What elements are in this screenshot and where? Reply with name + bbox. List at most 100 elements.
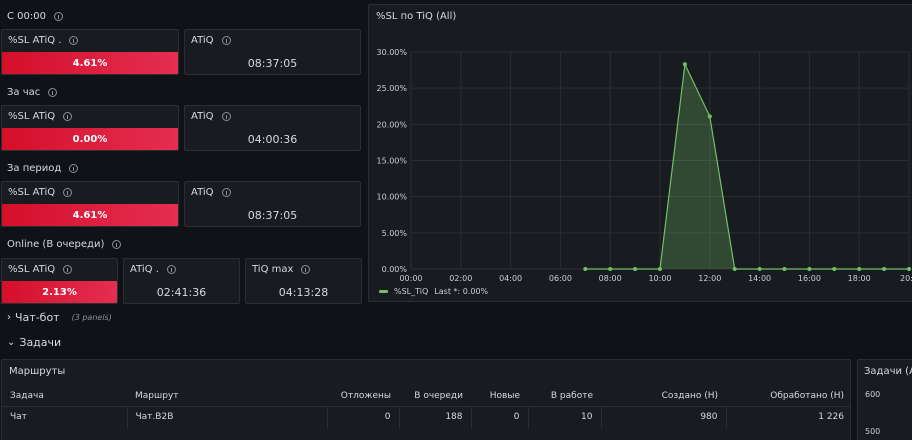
x-tick-label: 02:00 bbox=[449, 274, 472, 283]
y-tick-label: 600 bbox=[865, 390, 881, 399]
x-tick-label: 20:0 bbox=[900, 274, 912, 283]
row-toggle-tasks[interactable]: ⌄ Задачи bbox=[7, 336, 61, 349]
info-icon[interactable] bbox=[301, 265, 311, 274]
data-point[interactable] bbox=[682, 62, 687, 67]
info-icon[interactable] bbox=[63, 265, 73, 274]
info-icon[interactable] bbox=[112, 240, 122, 249]
sl-tiq-chart: 00:00 02:00 04:00 06:00 08:00 10:00 12:00 14:00… bbox=[376, 48, 912, 283]
x-tick-label: 04:00 bbox=[499, 274, 522, 283]
table-header-row: Задача Маршрут Отложены В очереди Новые … bbox=[2, 386, 850, 406]
data-point[interactable] bbox=[807, 267, 812, 271]
y-tick-label: 15.00% bbox=[376, 157, 407, 166]
table-cell: 0 bbox=[470, 405, 528, 428]
x-tick-label: 10:00 bbox=[648, 274, 671, 283]
sl-atiq-stat-panel: %SL ATiQ . 4.61% bbox=[1, 29, 179, 75]
data-point[interactable] bbox=[732, 267, 737, 271]
atiq-value: 04:00:36 bbox=[247, 133, 298, 146]
column-header[interactable]: Отложены bbox=[340, 390, 391, 401]
x-tick-label: 06:00 bbox=[549, 274, 572, 283]
table-cell: Чат bbox=[2, 405, 127, 428]
column-header[interactable]: В работе bbox=[550, 390, 593, 401]
data-point[interactable] bbox=[857, 267, 862, 271]
column-header[interactable]: Создано (Н) bbox=[661, 390, 718, 401]
atiq-value: 08:37:05 bbox=[247, 209, 298, 222]
panel-title: TiQ max bbox=[252, 264, 294, 275]
atiq-stat-panel: ATiQ 08:37:05 bbox=[184, 29, 361, 75]
x-tick-label: 08:00 bbox=[599, 274, 622, 283]
x-tick-label: 00:00 bbox=[399, 274, 422, 283]
data-point[interactable] bbox=[608, 267, 613, 271]
info-icon[interactable] bbox=[221, 112, 231, 121]
y-tick-label: 0.00% bbox=[382, 265, 408, 274]
legend-last-value: Last *: 0.00% bbox=[434, 287, 489, 296]
legend-series-name: %SL_TiQ bbox=[394, 287, 429, 296]
info-icon[interactable] bbox=[63, 188, 73, 197]
info-icon[interactable] bbox=[69, 36, 79, 45]
data-point[interactable] bbox=[583, 267, 588, 271]
data-point[interactable] bbox=[633, 267, 638, 271]
info-icon[interactable] bbox=[221, 36, 231, 45]
atiq-value: 02:41:36 bbox=[156, 286, 207, 299]
sl-value: 0.00% bbox=[2, 128, 178, 150]
panel-title: %SL ATiQ bbox=[8, 111, 56, 122]
section-title-per-hour: За час bbox=[7, 87, 58, 98]
table-cell: 1 226 bbox=[725, 405, 850, 428]
info-icon[interactable] bbox=[69, 164, 79, 173]
y-tick-label: 20.00% bbox=[376, 120, 407, 129]
info-icon[interactable] bbox=[221, 188, 231, 197]
panel-title: %SL ATiQ bbox=[8, 264, 56, 275]
row-title: Задачи bbox=[19, 336, 62, 349]
row-toggle-chat-bot[interactable]: › Чат-бот (3 panels) bbox=[7, 311, 112, 324]
data-point[interactable] bbox=[832, 267, 837, 271]
x-tick-label: 14:00 bbox=[748, 274, 771, 283]
panel-title: ATiQ bbox=[191, 187, 214, 198]
info-icon[interactable] bbox=[63, 112, 73, 121]
series-line[interactable] bbox=[585, 62, 909, 270]
series-area bbox=[585, 64, 909, 269]
data-point[interactable] bbox=[882, 267, 887, 271]
sl-atiq-stat-panel: %SL ATiQ 2.13% bbox=[1, 258, 118, 304]
data-point[interactable] bbox=[907, 267, 911, 271]
legend-swatch bbox=[379, 290, 388, 293]
data-point[interactable] bbox=[707, 114, 712, 119]
sl-atiq-stat-panel: %SL ATiQ 0.00% bbox=[1, 105, 179, 151]
data-point[interactable] bbox=[757, 267, 762, 271]
chart-panel-title: %SL по TiQ (All) bbox=[376, 11, 457, 22]
data-point[interactable] bbox=[658, 267, 662, 271]
sl-value: 2.13% bbox=[2, 281, 117, 303]
table-cell: 980 bbox=[600, 405, 726, 428]
y-tick-label: 10.00% bbox=[376, 193, 407, 202]
x-tick-label: 16:00 bbox=[798, 274, 821, 283]
y-tick-label: 30.00% bbox=[376, 48, 407, 57]
chart-legend[interactable]: %SL_TiQ Last *: 0.00% bbox=[379, 287, 488, 296]
info-icon[interactable] bbox=[53, 12, 63, 21]
tiq-max-value: 04:13:28 bbox=[278, 286, 329, 299]
data-point[interactable] bbox=[782, 267, 787, 271]
column-header[interactable]: В очереди bbox=[414, 390, 463, 401]
x-tick-label: 12:00 bbox=[698, 274, 721, 283]
panel-title: %SL ATiQ . bbox=[8, 35, 62, 46]
row-panel-count: (3 panels) bbox=[71, 313, 112, 322]
panel-title: Задачи (Al bbox=[864, 366, 912, 377]
tasks-side-panel: Задачи (Al 600 500 bbox=[857, 359, 912, 440]
column-header[interactable]: Обработано (Н) bbox=[770, 390, 844, 401]
y-tick-label: 25.00% bbox=[376, 84, 407, 93]
chevron-right-icon: › bbox=[7, 312, 11, 323]
x-tick-label: 18:00 bbox=[848, 274, 871, 283]
table-cell: Чат.B2B bbox=[126, 405, 327, 428]
atiq-stat-panel: ATiQ 08:37:05 bbox=[184, 181, 361, 227]
section-title-since-midnight: С 00:00 bbox=[7, 11, 63, 22]
table-cell: 10 bbox=[527, 405, 601, 428]
info-icon[interactable] bbox=[48, 88, 58, 97]
panel-title: %SL ATiQ bbox=[8, 187, 56, 198]
sl-atiq-stat-panel: %SL ATiQ 4.61% bbox=[1, 181, 179, 227]
tiq-max-stat-panel: TiQ max 04:13:28 bbox=[245, 258, 362, 304]
sl-value: 4.61% bbox=[2, 52, 178, 74]
panel-title: Маршруты bbox=[9, 366, 66, 377]
column-header[interactable]: Задача bbox=[10, 390, 44, 401]
panel-title: ATiQ . bbox=[130, 264, 159, 275]
column-header[interactable]: Маршрут bbox=[135, 390, 179, 401]
column-header[interactable]: Новые bbox=[489, 390, 520, 401]
info-icon[interactable] bbox=[166, 265, 176, 274]
section-title-per-period: За период bbox=[7, 163, 79, 174]
